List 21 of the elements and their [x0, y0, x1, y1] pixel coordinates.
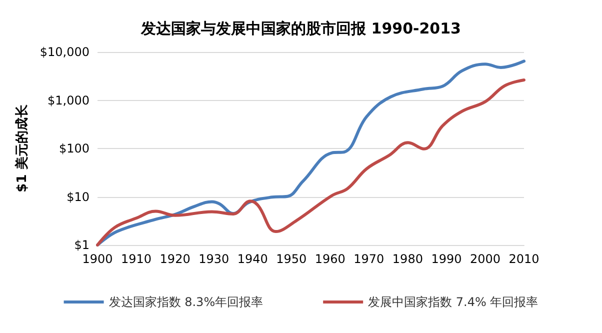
x-tick-label: 1990: [431, 252, 462, 266]
y-axis-title: $1 美元的成长: [14, 104, 30, 192]
legend-label: 发展中国家指数 7.4% 年回报率: [368, 295, 538, 309]
x-tick-label: 1980: [392, 252, 423, 266]
x-tick-label: 1940: [237, 252, 268, 266]
x-tick-label: 1950: [276, 252, 307, 266]
x-tick-label: 1910: [121, 252, 152, 266]
x-tick-label: 1960: [314, 252, 346, 266]
x-tick-label: 1970: [354, 252, 384, 266]
x-tick-label: 1920: [160, 252, 190, 266]
y-tick-label: $1,000: [48, 93, 90, 108]
y-tick-label: $10,000: [40, 45, 90, 59]
x-tick-label: 2000: [470, 252, 501, 266]
x-tick-label: 1900: [82, 252, 113, 266]
y-tick-label: $10: [66, 190, 90, 204]
y-tick-label: $100: [58, 142, 90, 156]
chart-title: 发达国家与发展中国家的股市回报 1990-2013: [140, 20, 461, 38]
legend-label: 发达国家指数 8.3%年回报率: [108, 295, 264, 309]
y-tick-label: $1: [74, 238, 90, 252]
x-tick-label: 2010: [508, 252, 540, 266]
x-tick-label: 1930: [198, 252, 230, 266]
